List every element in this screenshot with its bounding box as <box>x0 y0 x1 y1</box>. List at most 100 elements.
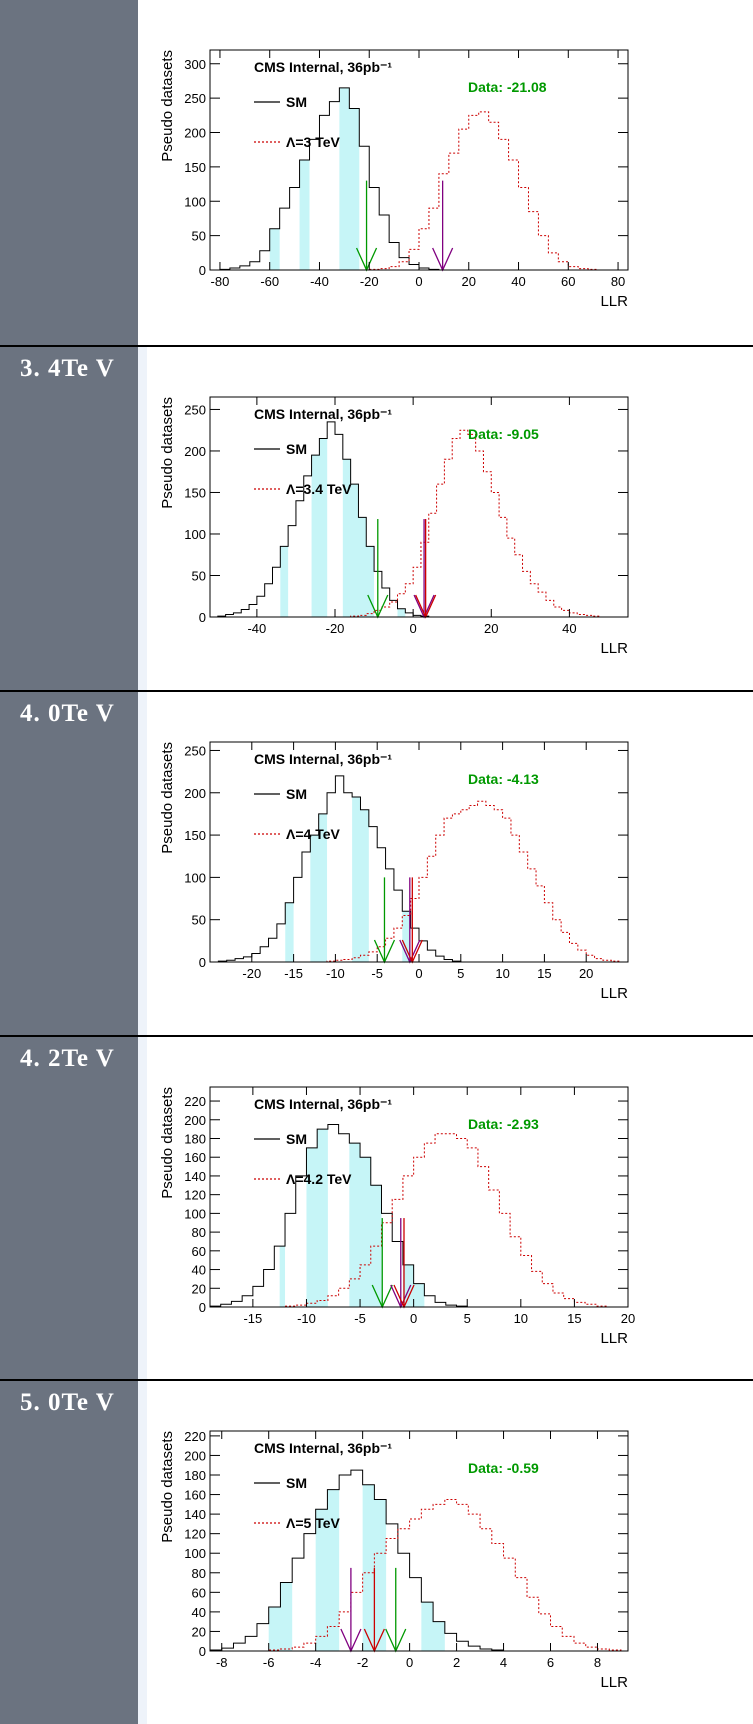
y-axis-label: Pseudo datasets <box>160 1087 176 1199</box>
highlight-band <box>397 608 406 617</box>
x-tick-label: 20 <box>579 966 593 981</box>
series-line <box>210 775 628 963</box>
x-tick-label: -15 <box>243 1311 262 1326</box>
series-line <box>210 421 628 618</box>
highlight-band <box>421 1602 445 1651</box>
y-tick-label: 200 <box>184 786 206 801</box>
cell-border-strip <box>138 1037 147 1380</box>
x-tick-label: -80 <box>211 274 230 289</box>
y-tick-label: 100 <box>184 870 206 885</box>
row-separator <box>0 1379 753 1381</box>
series-line <box>210 111 609 271</box>
y-tick-label: 200 <box>184 126 206 141</box>
y-tick-label: 150 <box>184 485 206 500</box>
y-tick-label: 160 <box>184 1150 206 1165</box>
row-label-cell <box>0 0 138 346</box>
x-axis-label: LLR <box>600 1330 628 1347</box>
plot-cell <box>138 692 753 1036</box>
highlight-band <box>349 1143 382 1307</box>
row-label-cell: 5. 0Te V <box>0 1381 138 1724</box>
y-tick-label: 140 <box>184 1169 206 1184</box>
data-value-label: Data: -9.05 <box>468 426 539 442</box>
highlight-band <box>315 1489 340 1651</box>
x-tick-label: 20 <box>462 274 476 289</box>
y-tick-label: 40 <box>192 1605 206 1620</box>
legend-label: SM <box>286 94 307 110</box>
x-tick-label: -15 <box>284 966 303 981</box>
series-line <box>210 429 628 618</box>
chart-title: CMS Internal, 36pb⁻¹ <box>254 1440 392 1456</box>
y-tick-label: 50 <box>192 568 206 583</box>
plot-cell <box>138 0 753 346</box>
x-tick-label: 40 <box>562 621 576 636</box>
legend-label: SM <box>286 1131 307 1147</box>
highlight-band <box>310 813 328 962</box>
cell-border-strip <box>138 347 147 691</box>
legend-label: SM <box>286 441 307 457</box>
y-tick-label: 100 <box>184 1206 206 1221</box>
x-axis-label: LLR <box>600 985 628 1002</box>
llr-histogram-chart: -20 -15 -10 -5 0 5 10 15 20050100150200250LLRPse… <box>160 741 629 1002</box>
x-tick-label: 6 <box>547 1655 554 1670</box>
x-tick-label: -20 <box>360 274 379 289</box>
y-tick-label: 0 <box>199 955 206 970</box>
highlight-band <box>268 1582 293 1651</box>
x-tick-label: 15 <box>567 1311 581 1326</box>
x-tick-label: 5 <box>464 1311 471 1326</box>
x-tick-label: -40 <box>247 621 266 636</box>
x-tick-label: 20 <box>621 1311 635 1326</box>
y-axis-label: Pseudo datasets <box>160 1431 176 1543</box>
x-tick-label: -5 <box>354 1311 366 1326</box>
chart-title: CMS Internal, 36pb⁻¹ <box>254 59 392 75</box>
highlight-band <box>299 160 310 270</box>
highlight-band <box>339 87 360 270</box>
plot-frame <box>209 1086 629 1308</box>
y-tick-label: 80 <box>192 1566 206 1581</box>
x-tick-label: -4 <box>310 1655 322 1670</box>
chart-title: CMS Internal, 36pb⁻¹ <box>254 751 392 767</box>
legend-label: SM <box>286 1475 307 1491</box>
x-tick-label: -2 <box>357 1655 369 1670</box>
y-axis-label: Pseudo datasets <box>160 397 176 509</box>
data-value-label: Data: -0.59 <box>468 1460 539 1476</box>
row-label: 4. 2Te V <box>20 1045 115 1072</box>
y-tick-label: 180 <box>184 1468 206 1483</box>
highlight-band <box>279 1246 286 1307</box>
x-tick-label: -8 <box>216 1655 228 1670</box>
highlight-band <box>352 797 369 962</box>
x-tick-label: 0 <box>410 1311 417 1326</box>
plot-frame <box>209 1430 629 1652</box>
data-value-label: Data: -21.08 <box>468 79 547 95</box>
x-tick-label: -6 <box>263 1655 275 1670</box>
y-tick-label: 50 <box>192 229 206 244</box>
x-tick-label: -10 <box>297 1311 316 1326</box>
highlight-band <box>269 228 280 270</box>
y-tick-label: 0 <box>199 1300 206 1315</box>
table-row: 4. 0Te V -20 -15 -10 -5 0 5 10 15 20 0 50 100 150 200… <box>0 692 753 1036</box>
table-row: -80 -60 -40 -20 0 20 40 60 80 0 50 100 150 200 250 300 L… <box>0 0 753 346</box>
y-tick-label: 20 <box>192 1624 206 1639</box>
row-separator <box>0 690 753 692</box>
cell-border-strip <box>138 1381 147 1724</box>
llr-histogram-chart: -80 -60 -40 -20 0 20 40 60 80 0 50 100 150 200 250 300 L… <box>160 49 629 310</box>
x-tick-label: 20 <box>484 621 498 636</box>
x-axis-label: LLR <box>600 640 628 657</box>
row-label-cell: 4. 0Te V <box>0 692 138 1036</box>
highlight-band <box>311 438 328 617</box>
y-tick-label: 140 <box>184 1507 206 1522</box>
y-tick-label: 180 <box>184 1131 206 1146</box>
x-tick-label: 60 <box>561 274 575 289</box>
legend-label: SM <box>286 786 307 802</box>
llr-histogram-chart: -40 -20 0 20 40 0 50 100 150 200 250 LLR Pseudo data… <box>160 396 629 657</box>
row-label: 3. 4Te V <box>20 355 115 382</box>
x-tick-label: 10 <box>514 1311 528 1326</box>
y-tick-label: 250 <box>184 402 206 417</box>
y-tick-label: 0 <box>199 1644 206 1659</box>
data-value-label: Data: -4.13 <box>468 771 539 787</box>
x-tick-label: 0 <box>415 966 422 981</box>
table-row: 5. 0Te V -8 -6 -4 -2 0 2 4 6 8 0 20 40 60 80 100 120 140… <box>0 1381 753 1724</box>
plot-cell <box>138 347 753 691</box>
x-tick-label: -20 <box>242 966 261 981</box>
highlight-band <box>342 459 375 617</box>
y-tick-label: 150 <box>184 828 206 843</box>
